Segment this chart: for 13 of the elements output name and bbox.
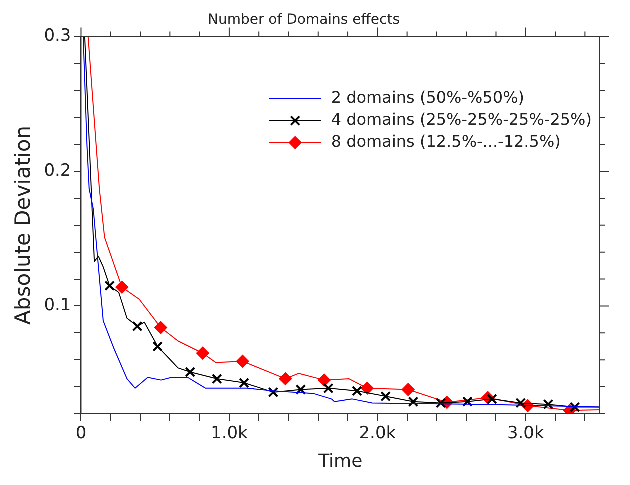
y-axis-title: Absolute Deviation bbox=[11, 126, 36, 325]
y-tick-label: 0.2 bbox=[44, 160, 72, 181]
x-tick-label: 1.0k bbox=[211, 424, 248, 444]
x-tick-label: 3.0k bbox=[507, 424, 544, 444]
legend-label: 4 domains (25%-25%-25%-25%) bbox=[331, 110, 592, 129]
legend-label: 8 domains (12.5%-...-12.5%) bbox=[331, 132, 561, 151]
y-tick-label: 0.3 bbox=[44, 26, 72, 46]
x-axis-title: Time bbox=[318, 450, 363, 472]
chart-title: Number of Domains effects bbox=[208, 12, 400, 28]
x-tick-label: 2.0k bbox=[359, 424, 396, 444]
y-tick-label: 0.1 bbox=[44, 296, 72, 316]
x-tick-label: 0 bbox=[76, 424, 87, 444]
legend-label: 2 domains (50%-%50%) bbox=[331, 88, 525, 107]
